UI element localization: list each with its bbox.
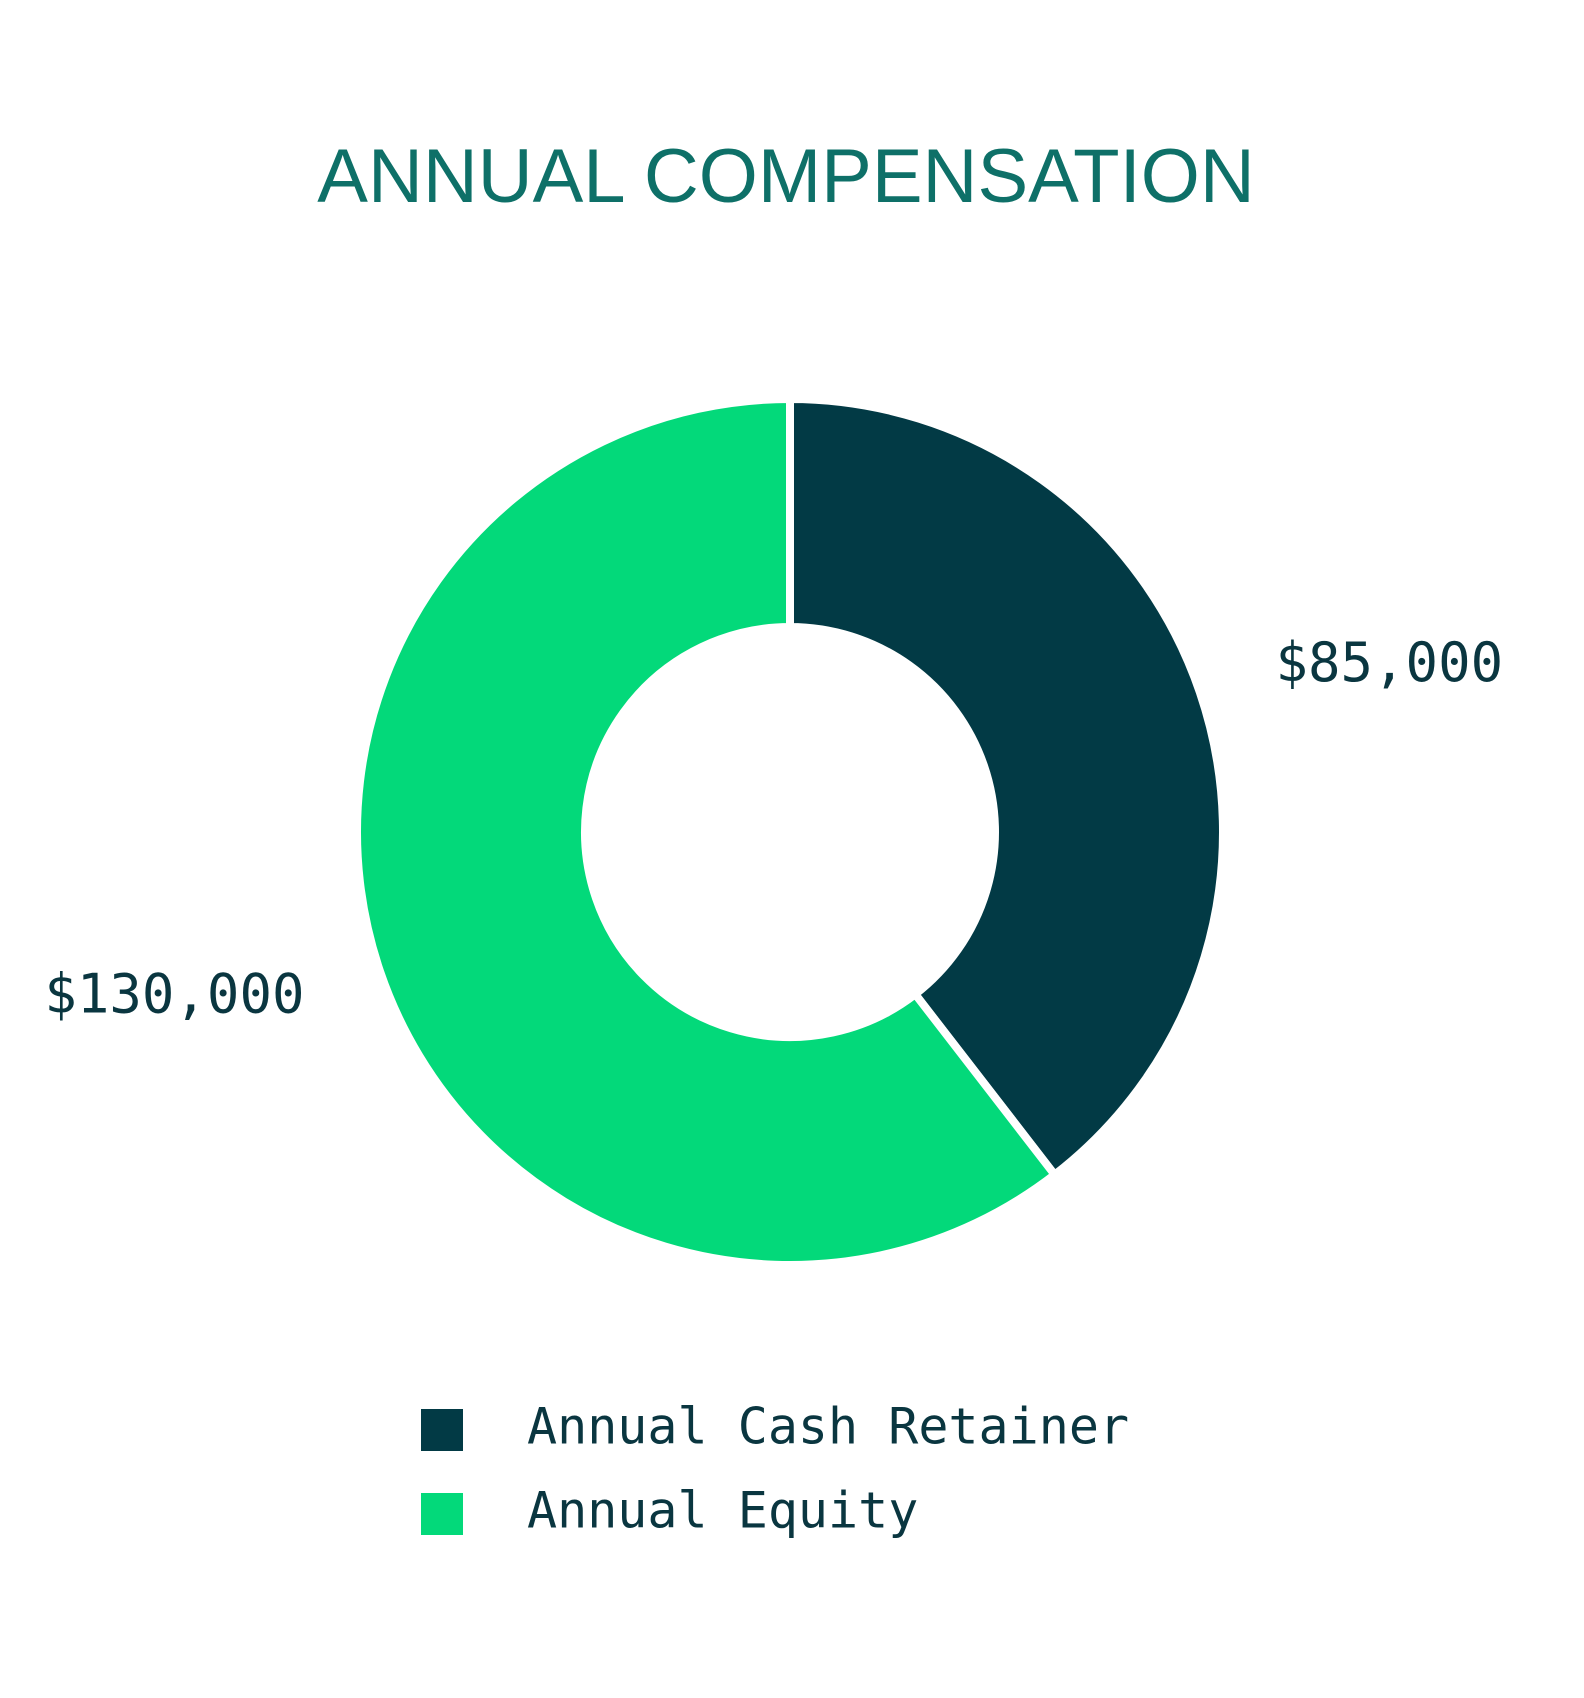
legend-label: Annual Equity [527, 1482, 918, 1540]
legend-swatch [421, 1493, 463, 1535]
legend-label: Annual Cash Retainer [527, 1398, 1129, 1456]
value-label: $85,000 [1276, 631, 1504, 694]
value-label: $130,000 [44, 962, 304, 1025]
legend-swatch [421, 1409, 463, 1451]
donut-slice [353, 394, 1061, 1269]
donut-slice [786, 394, 1227, 1181]
chart-title: ANNUAL COMPENSATION [317, 134, 1254, 219]
